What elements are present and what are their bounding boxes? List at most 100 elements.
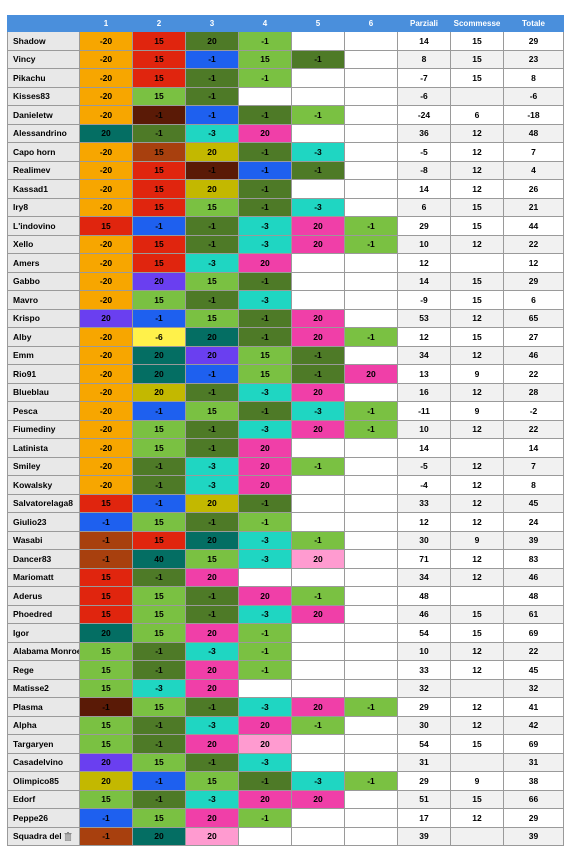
match-score-cell: 20 [79, 123, 133, 143]
match-score-cell: -1 [238, 641, 292, 661]
totale-cell: 45 [503, 493, 564, 513]
match-score-cell: -1 [185, 49, 239, 69]
match-score-cell: 20 [185, 660, 239, 680]
totale-cell: 61 [503, 604, 564, 624]
match-score-cell [291, 475, 345, 495]
player-name-text: Mavro [13, 294, 39, 305]
match-score-cell: 20 [238, 789, 292, 809]
totale-cell: 29 [503, 31, 564, 51]
player-name: Phoedred [7, 604, 80, 624]
player-name-text: Squadra del [13, 831, 62, 842]
match-score-cell: -20 [79, 31, 133, 51]
player-name: Peppe26 [7, 808, 80, 828]
match-score-cell: -1 [291, 586, 345, 606]
match-score-cell: -1 [238, 31, 292, 51]
match-score-cell: 20 [291, 308, 345, 328]
player-name-text: Rege [13, 664, 34, 675]
match-score-cell: -1 [238, 105, 292, 125]
match-score-cell: -3 [238, 752, 292, 772]
match-score-cell: 15 [79, 604, 133, 624]
match-score-cell [344, 197, 398, 217]
match-score-cell [291, 86, 345, 106]
scommesse-cell [450, 86, 504, 106]
match-score-cell: -1 [185, 382, 239, 402]
match-score-cell [344, 475, 398, 495]
match-score-cell: 15 [185, 549, 239, 569]
player-name-text: Mariomatt [13, 572, 54, 583]
player-name-text: Realimev [13, 165, 51, 176]
totale-cell: 23 [503, 49, 564, 69]
match-score-cell: 15 [132, 586, 186, 606]
match-score-cell [291, 512, 345, 532]
player-name-text: Plasma [13, 701, 43, 712]
parziali-cell: -4 [397, 475, 451, 495]
match-score-cell [238, 678, 292, 698]
match-score-cell [344, 752, 398, 772]
match-score-cell [291, 179, 345, 199]
totale-cell: 24 [503, 512, 564, 532]
match-score-cell: 20 [291, 549, 345, 569]
table-row: Smiley -20 -1 -3 20 -1 -5 12 7 [7, 456, 564, 476]
totale-cell: 42 [503, 715, 564, 735]
match-score-cell [344, 253, 398, 273]
match-score-cell: 15 [79, 660, 133, 680]
player-name: Rege [7, 660, 80, 680]
match-score-cell: -20 [79, 475, 133, 495]
table-row: Krispo 20 -1 15 -1 20 53 12 65 [7, 308, 564, 328]
match-score-cell: 20 [238, 123, 292, 143]
player-name-text: Emm [13, 350, 34, 361]
match-score-cell: -1 [185, 697, 239, 717]
totale-cell: 39 [503, 826, 564, 846]
table-row: Iry8 -20 15 15 -1 -3 6 15 21 [7, 197, 564, 217]
player-name: Danieletw [7, 105, 80, 125]
match-score-cell [291, 123, 345, 143]
match-score-cell: -20 [79, 401, 133, 421]
table-row: Mariomatt 15 -1 20 34 12 46 [7, 567, 564, 587]
player-name-text: Gabbo [13, 276, 40, 287]
match-score-cell: 20 [185, 493, 239, 513]
match-score-cell: -1 [132, 308, 186, 328]
player-name-text: Casadelvino [13, 757, 64, 768]
scommesse-cell: 12 [450, 179, 504, 199]
match-score-cell: -1 [238, 160, 292, 180]
match-score-cell: 20 [185, 179, 239, 199]
match-score-cell: 15 [132, 31, 186, 51]
match-score-cell [344, 456, 398, 476]
column-header: 1 [79, 15, 133, 32]
match-score-cell: -1 [132, 456, 186, 476]
parziali-cell: 10 [397, 641, 451, 661]
match-score-cell: -1 [132, 475, 186, 495]
match-score-cell: 15 [132, 179, 186, 199]
match-score-cell: -3 [185, 641, 239, 661]
player-name-text: Giulio23 [13, 516, 47, 527]
scommesse-cell: 12 [450, 160, 504, 180]
table-row: Dancer83 -1 40 15 -3 20 71 12 83 [7, 549, 564, 569]
match-score-cell [344, 715, 398, 735]
player-name-text: Amers [13, 257, 40, 268]
match-score-cell: 15 [79, 678, 133, 698]
match-score-cell: -3 [238, 382, 292, 402]
scommesse-cell: 9 [450, 364, 504, 384]
parziali-cell: 10 [397, 234, 451, 254]
match-score-cell: -3 [238, 234, 292, 254]
match-score-cell: 15 [185, 308, 239, 328]
column-header: 2 [132, 15, 186, 32]
player-name: Targaryen [7, 734, 80, 754]
player-name: Kisses83 [7, 86, 80, 106]
match-score-cell: -1 [132, 771, 186, 791]
match-score-cell [344, 641, 398, 661]
column-header: Scommesse [450, 15, 504, 32]
scommesse-cell: 12 [450, 549, 504, 569]
match-score-cell: 20 [344, 364, 398, 384]
scommesse-cell: 9 [450, 530, 504, 550]
match-score-cell: -1 [238, 308, 292, 328]
table-row: Plasma -1 15 -1 -3 20 -1 29 12 41 [7, 697, 564, 717]
totale-cell: 38 [503, 771, 564, 791]
match-score-cell: -1 [291, 105, 345, 125]
match-score-cell: 15 [79, 586, 133, 606]
match-score-cell [344, 49, 398, 69]
table-row: Igor 20 15 20 -1 54 15 69 [7, 623, 564, 643]
player-name-text: Kassad1 [13, 183, 48, 194]
parziali-cell: 14 [397, 438, 451, 458]
column-header: Parziali [397, 15, 451, 32]
